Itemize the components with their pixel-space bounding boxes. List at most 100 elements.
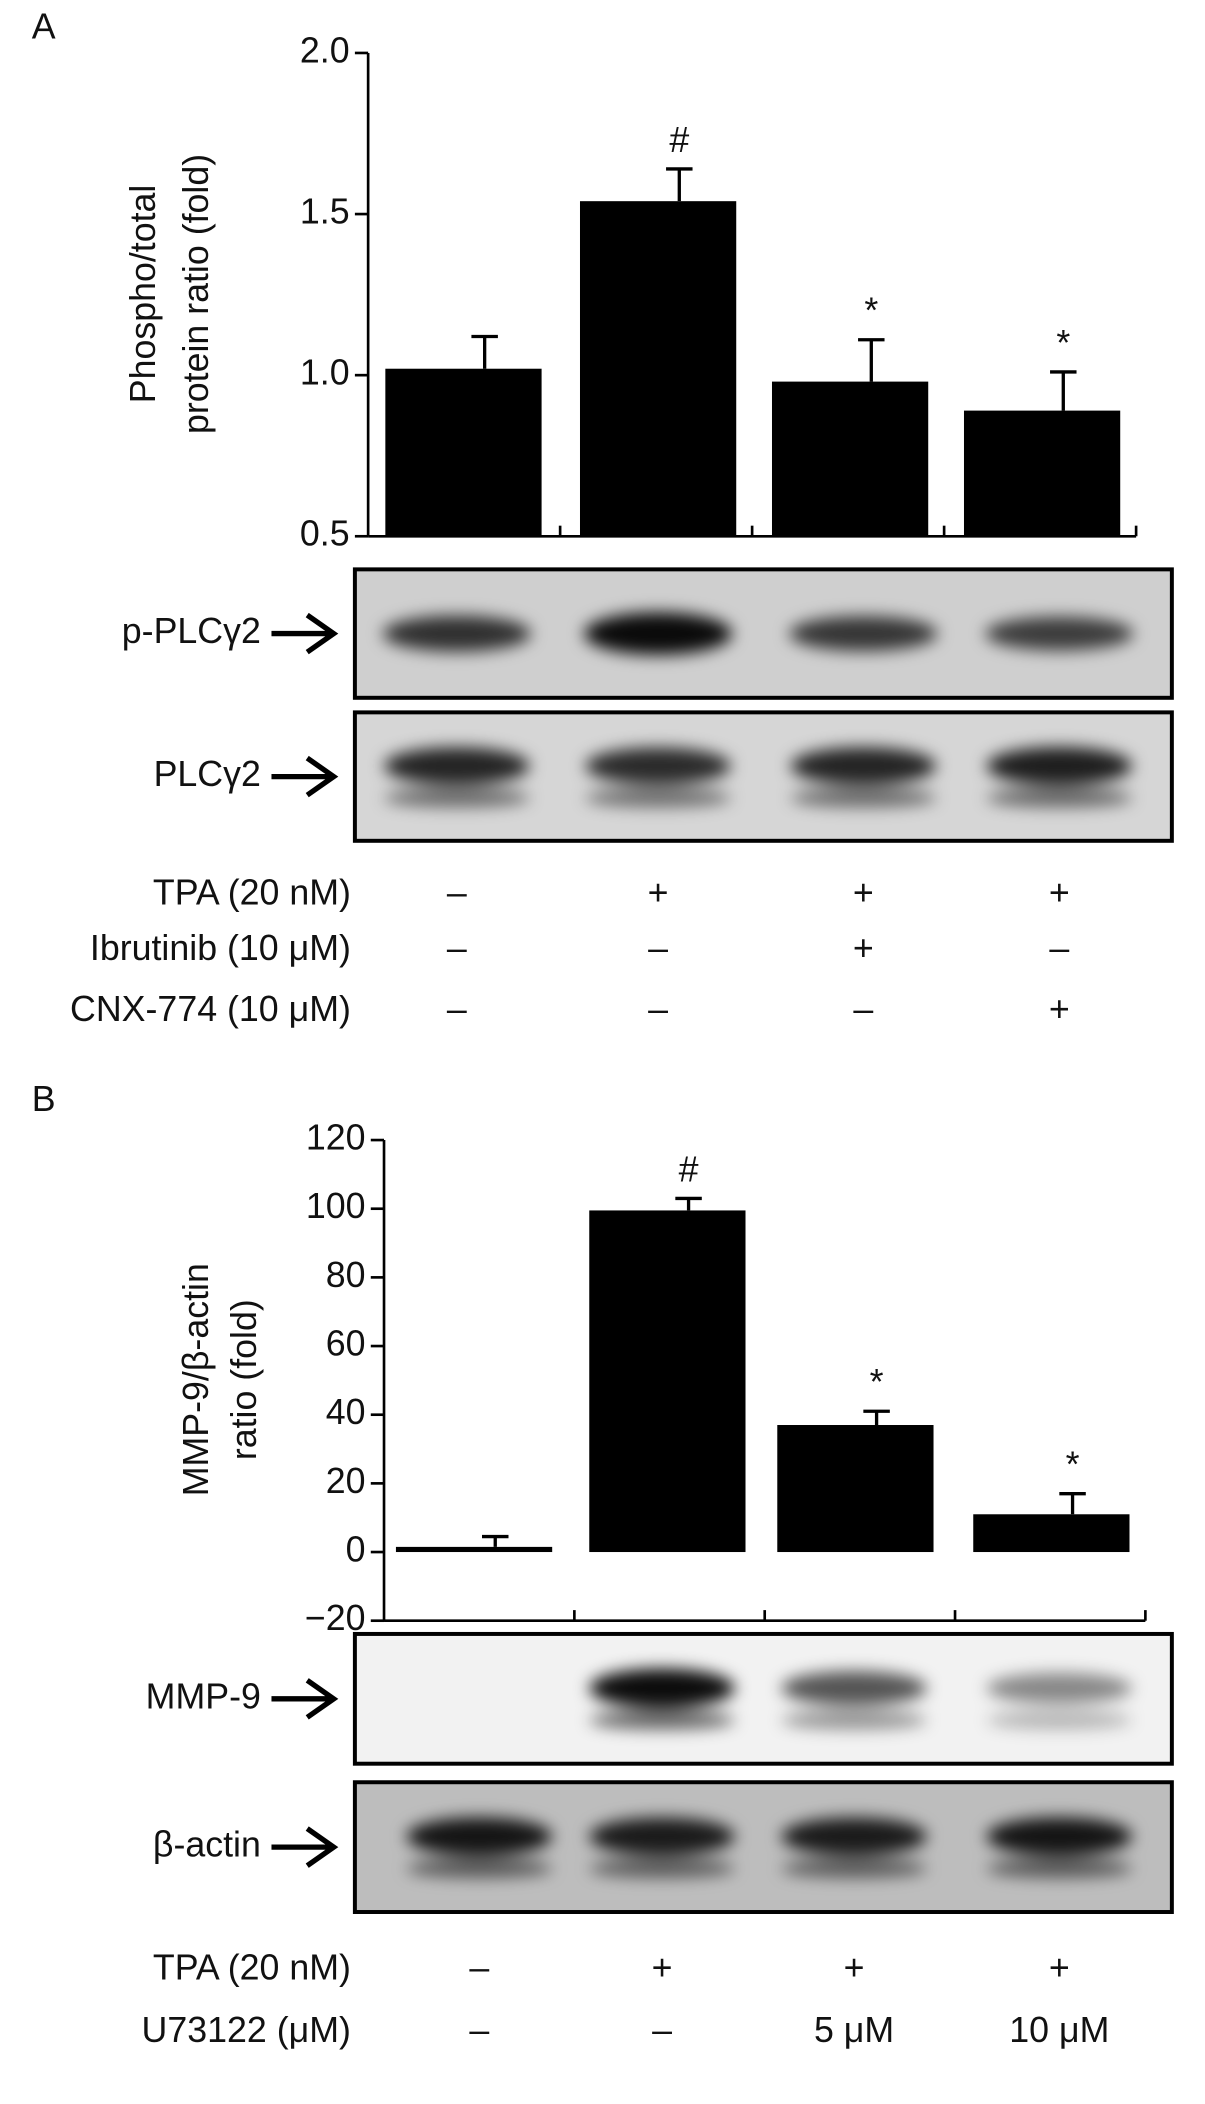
blot-arrow	[271, 755, 339, 798]
y-tick-label: 1.0	[300, 353, 350, 393]
band	[384, 747, 530, 785]
band	[986, 1817, 1133, 1856]
y-tick-label: 40	[326, 1392, 366, 1432]
band	[382, 615, 531, 652]
y-tick-label: 1.5	[300, 192, 350, 232]
band	[781, 1817, 927, 1856]
y-axis-label: MMP-9/β-actin	[176, 1263, 216, 1496]
condition-mark: +	[652, 1948, 673, 1988]
band	[406, 1817, 553, 1856]
condition-mark: –	[1049, 928, 1069, 968]
condition-label: TPA (20 nM)	[153, 1948, 351, 1988]
y-axis-label: ratio (fold)	[224, 1299, 264, 1460]
error-bar	[858, 338, 885, 382]
bar	[579, 201, 737, 537]
bar	[589, 1210, 746, 1553]
band	[790, 747, 937, 785]
bar	[395, 1546, 553, 1553]
y-tick-label: 20	[326, 1461, 366, 1501]
condition-mark: –	[469, 1948, 489, 1988]
band	[406, 1859, 553, 1878]
condition-mark: +	[844, 1948, 865, 1988]
band	[986, 746, 1133, 786]
y-tick-label: 2.0	[300, 30, 350, 70]
band	[986, 1710, 1133, 1730]
condition-label: CNX-774 (10 μM)	[70, 989, 351, 1029]
condition-mark: –	[469, 2010, 489, 2050]
bar	[777, 1425, 934, 1553]
blot-bands	[384, 746, 1133, 808]
condition-mark: 10 μM	[1009, 2010, 1109, 2050]
error-bar	[863, 1409, 890, 1426]
band	[789, 616, 938, 652]
blot-label: MMP-9	[146, 1676, 261, 1716]
significance-mark: *	[1066, 1445, 1080, 1485]
condition-label: TPA (20 nM)	[153, 873, 351, 913]
blot-label: β-actin	[153, 1825, 261, 1865]
error-bar	[471, 334, 498, 369]
panel-letter: A	[32, 7, 56, 47]
condition-label: Ibrutinib (10 μM)	[90, 928, 351, 968]
condition-mark: +	[1049, 989, 1070, 1029]
error-bar	[482, 1534, 509, 1547]
blot-bands	[382, 612, 1134, 655]
condition-mark: +	[853, 928, 874, 968]
band	[781, 1710, 927, 1730]
y-tick-label: 60	[326, 1323, 366, 1363]
condition-mark: –	[853, 989, 873, 1029]
band	[589, 1817, 735, 1856]
band	[384, 788, 530, 808]
band	[589, 1668, 735, 1709]
y-tick-label: 0	[346, 1529, 366, 1569]
significance-mark: #	[669, 120, 689, 160]
band	[986, 1672, 1133, 1704]
panel-letter: B	[32, 1079, 56, 1119]
bar	[963, 410, 1121, 537]
blot-arrow	[271, 1826, 339, 1868]
blot-label: p-PLCγ2	[122, 611, 261, 651]
condition-mark: –	[648, 928, 668, 968]
bar	[771, 381, 929, 537]
condition-label: U73122 (μM)	[142, 2010, 351, 2050]
significance-mark: *	[864, 291, 878, 331]
blot-label: PLCγ2	[154, 754, 261, 794]
band	[583, 612, 733, 655]
bar	[973, 1514, 1130, 1553]
band	[589, 1710, 735, 1730]
y-tick-label: 80	[326, 1255, 366, 1295]
significance-mark: #	[679, 1149, 699, 1189]
band	[585, 788, 731, 808]
error-bar	[675, 1196, 702, 1211]
significance-mark: *	[870, 1362, 884, 1402]
bar	[385, 368, 542, 537]
y-tick-label: 120	[306, 1117, 366, 1157]
blot-arrow	[271, 1678, 339, 1720]
condition-mark: –	[648, 989, 668, 1029]
y-axis-label: Phospho/total	[123, 185, 163, 404]
error-bar	[666, 167, 693, 202]
y-axis-label: protein ratio (fold)	[176, 154, 216, 434]
condition-mark: +	[853, 873, 874, 913]
condition-mark: –	[652, 2010, 672, 2050]
y-tick-label: −20	[305, 1598, 366, 1638]
condition-mark: –	[447, 873, 467, 913]
significance-mark: *	[1056, 323, 1070, 363]
error-bar	[1059, 1492, 1086, 1515]
error-bar	[1050, 370, 1077, 411]
band	[781, 1671, 927, 1706]
blot-bands	[406, 1817, 1133, 1878]
condition-mark: 5 μM	[814, 2010, 894, 2050]
condition-mark: –	[447, 928, 467, 968]
condition-mark: +	[1049, 873, 1070, 913]
band	[986, 1859, 1133, 1878]
condition-mark: +	[1049, 1948, 1070, 1988]
band	[781, 1859, 927, 1878]
band	[986, 788, 1133, 808]
band	[985, 616, 1134, 651]
y-tick-label: 0.5	[300, 514, 350, 554]
condition-mark: –	[447, 989, 467, 1029]
condition-mark: +	[648, 873, 669, 913]
blot-arrow	[271, 612, 339, 655]
